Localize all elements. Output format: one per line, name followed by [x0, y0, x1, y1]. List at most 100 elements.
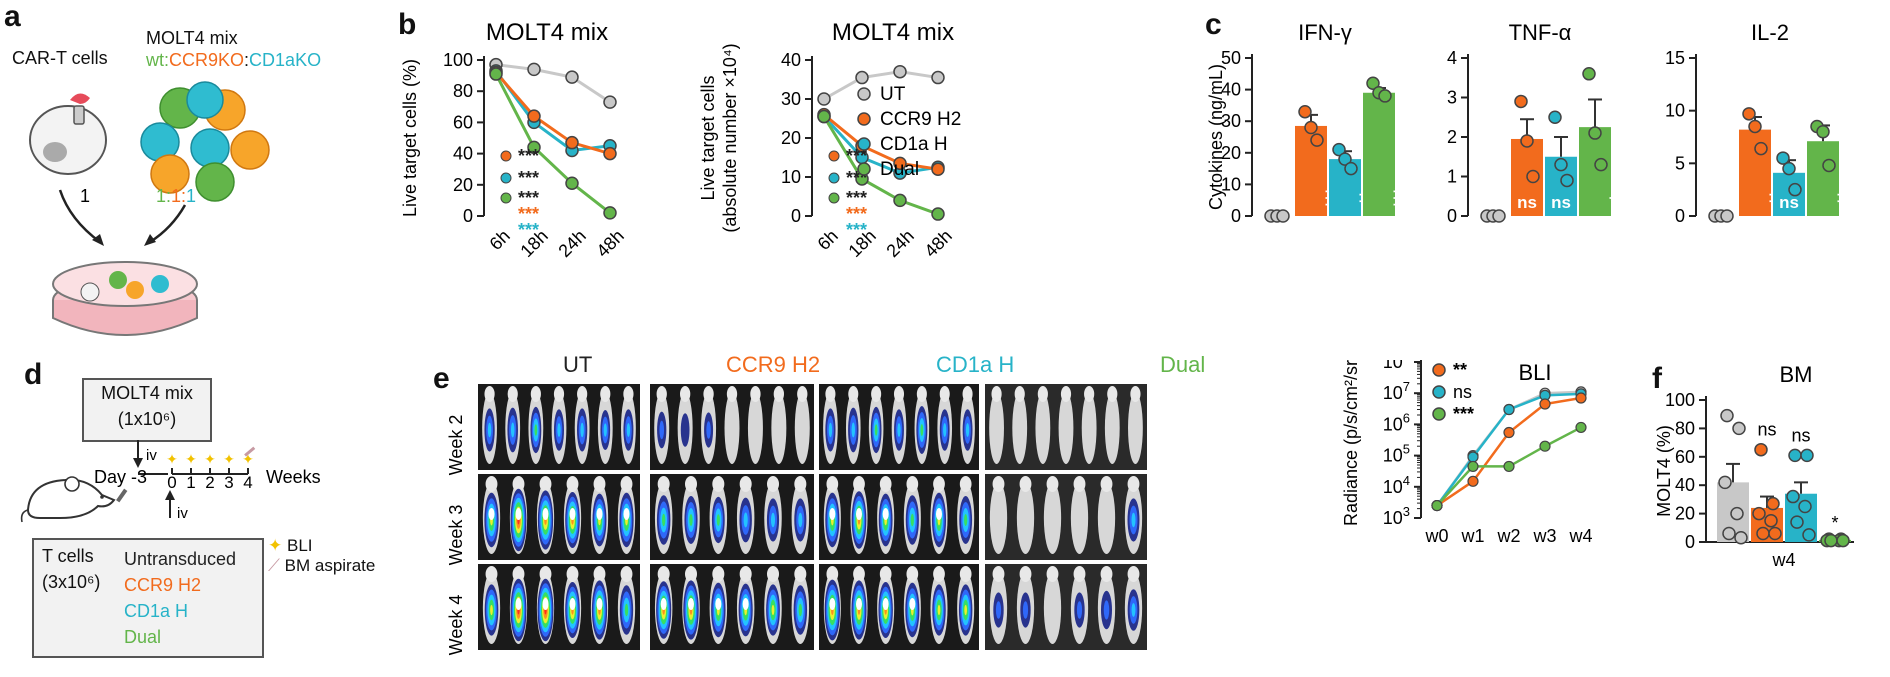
bli-signal — [771, 604, 775, 616]
bm-needle-icon — [244, 446, 256, 457]
data-point — [1503, 426, 1515, 439]
data-point — [1824, 533, 1838, 548]
bli-signal — [490, 604, 493, 616]
mouse-head — [703, 386, 714, 402]
petri-dish-icon — [52, 261, 198, 336]
data-point — [1752, 506, 1766, 521]
mouse-head — [712, 476, 725, 492]
x-tick-label: 6h — [486, 226, 514, 254]
mouse-head — [853, 476, 865, 492]
bli-signal — [798, 603, 803, 617]
series-line-ccr9-h2 — [823, 113, 939, 171]
data-point — [527, 140, 541, 155]
timeline-tick-label: 4 — [243, 473, 252, 492]
mouse-head — [656, 386, 667, 402]
x-tick-label: w0 — [1424, 526, 1448, 546]
mouse-body — [794, 392, 810, 464]
mouse-head — [794, 566, 807, 582]
bli-signal — [580, 422, 584, 438]
mouse-head — [906, 476, 919, 492]
data-point — [1800, 448, 1814, 463]
significance-label: *** — [518, 168, 539, 188]
annotation-marker — [828, 150, 840, 162]
cart-cell-icon — [29, 93, 107, 175]
mouse-head — [879, 566, 892, 582]
data-point — [1734, 530, 1748, 545]
bli-hotspot — [715, 598, 722, 610]
mouse-head — [933, 476, 945, 492]
bli-hotspot — [515, 508, 522, 520]
mouse-body — [1097, 482, 1116, 554]
imaging-tile — [478, 564, 640, 650]
data-point — [1298, 104, 1312, 119]
imaging-group-ccr9: CCR9 H2 — [726, 352, 821, 377]
mouse-body — [724, 392, 740, 464]
mouse-head — [1100, 566, 1113, 582]
timeline-start: Day -3 — [94, 467, 147, 487]
legend-marker — [857, 87, 871, 101]
bar-dual — [1579, 127, 1611, 216]
mouse-head — [879, 476, 892, 492]
data-point — [1582, 67, 1596, 81]
data-point — [1366, 76, 1380, 91]
data-point — [489, 67, 503, 81]
legend-bli-text: BLI — [286, 536, 313, 555]
bli-signal — [943, 423, 947, 437]
imaging-tile — [985, 564, 1147, 650]
data-point — [527, 62, 541, 77]
legend-bm-text: BM aspirate — [284, 556, 376, 575]
data-point — [931, 162, 945, 176]
y-tick-label: 100 — [443, 50, 473, 70]
mouse-head — [507, 386, 518, 402]
data-point — [603, 146, 617, 161]
y-tick-label: 1 — [1447, 167, 1457, 187]
mouse-head — [939, 386, 950, 402]
mouse-head — [959, 566, 972, 582]
bli-signal — [965, 423, 970, 437]
y-tick-label: 80 — [1675, 418, 1695, 438]
y-tick-label: 106 — [1383, 410, 1410, 434]
mouse-head — [773, 386, 785, 402]
data-point — [1722, 526, 1736, 541]
y-tick-label: 20 — [453, 175, 473, 195]
significance-label: *** — [518, 220, 539, 240]
mouse-head — [959, 476, 972, 492]
mouse-body — [1035, 392, 1051, 464]
mouse-head — [1019, 476, 1032, 492]
imaging-tile — [819, 474, 979, 560]
mouse-body — [771, 392, 787, 464]
mouse-head — [1127, 566, 1140, 582]
timeline-svg: iv Day -3 0✦1✦2✦3✦4✦ Weeks iv — [20, 440, 321, 523]
mouse-head — [679, 386, 691, 402]
series-line-dual — [494, 73, 611, 215]
significance-label: *** — [518, 146, 539, 166]
mouse-head — [553, 386, 565, 402]
annotation-marker — [500, 172, 512, 184]
data-point — [1822, 158, 1836, 173]
timeline-tick-label: 3 — [224, 473, 233, 492]
data-point — [1790, 515, 1804, 529]
mix-composition: wt:CCR9KO:CD1aKO — [146, 50, 321, 71]
timeline-tick-label: 0 — [167, 473, 176, 492]
mouse-head — [600, 386, 611, 402]
mouse-head — [485, 476, 498, 492]
series-line-cd1a-h — [494, 70, 611, 153]
imaging-group-cd1a: CD1a H — [936, 352, 1015, 377]
mouse-head — [623, 386, 634, 402]
mouse-body — [1128, 392, 1143, 464]
bli-signal — [1131, 512, 1136, 528]
data-point — [1594, 157, 1608, 172]
legend-entry: CCR9 H2 — [880, 109, 961, 130]
significance-label: ns — [1779, 193, 1799, 212]
data-point — [1802, 528, 1816, 542]
data-point — [817, 109, 831, 124]
significance-label: *** — [518, 204, 539, 224]
bar-dual — [1363, 92, 1395, 216]
bli-hotspot — [569, 508, 576, 520]
y-tick-label: 108 — [1383, 360, 1410, 372]
imaging-tile — [985, 474, 1147, 560]
significance-label: ns — [1757, 420, 1776, 440]
imaging-tile — [650, 474, 814, 560]
legend-entry: *** — [1453, 404, 1474, 424]
